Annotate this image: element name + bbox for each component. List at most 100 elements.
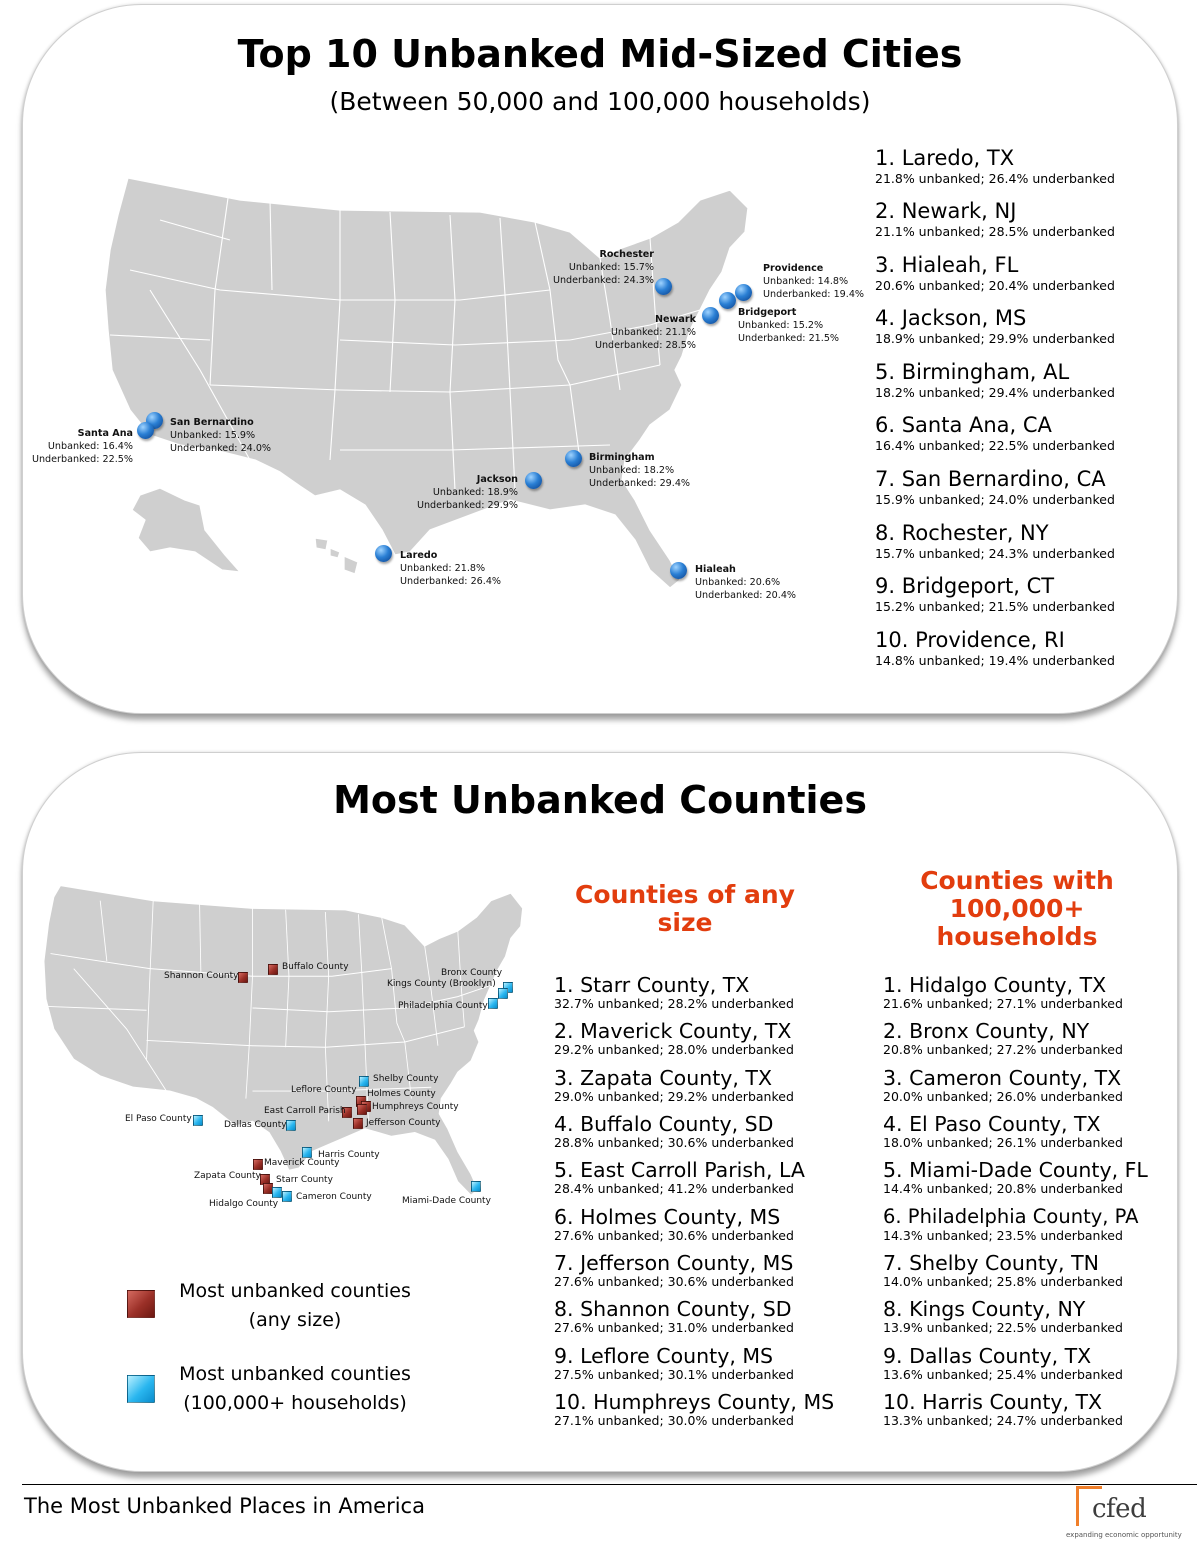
hidalgo-county-marker-icon <box>272 1187 282 1198</box>
label-el-paso: El Paso County <box>125 1114 192 1124</box>
col-heading-any-size: Counties of any size <box>575 880 795 937</box>
label-buffalo: Buffalo County <box>282 962 349 972</box>
philadelphia-county-marker-icon <box>488 998 498 1009</box>
unbanked-counties-panel <box>22 752 1178 1472</box>
map-label-newark: Newark Unbanked: 21.1% Underbanked: 28.5% <box>594 314 696 351</box>
county-large-rank-9: 9. Dallas County, TX 13.6% unbanked; 25.4… <box>883 1344 1123 1382</box>
county-large-rank-3: 3. Cameron County, TX 20.0% unbanked; 26.… <box>883 1066 1123 1104</box>
map-label-providence: Providence Unbanked: 14.8% Underbanked: 19… <box>763 263 865 300</box>
map-label-birmingham: Birmingham Unbanked: 18.2% Underbanked: 29… <box>589 452 691 489</box>
city-rank-10: 10. Providence, RI 14.8% unbanked; 19.4% … <box>875 628 1115 668</box>
dallas-county-marker-icon <box>286 1120 296 1131</box>
shannon-county-marker-icon <box>238 972 248 983</box>
bronx-county-marker-icon <box>503 982 513 993</box>
hialeah-marker-icon <box>670 562 687 579</box>
rochester-marker-icon <box>655 278 672 295</box>
city-rank-2: 2. Newark, NJ 21.1% unbanked; 28.5% under… <box>875 199 1115 239</box>
map-label-san-bernardino: San Bernardino Unbanked: 15.9% Underbanked… <box>170 417 272 454</box>
county-large-rank-4: 4. El Paso County, TX 18.0% unbanked; 26.… <box>883 1112 1123 1150</box>
jackson-marker-icon <box>525 472 542 489</box>
map-label-santa-ana: Santa Ana Unbanked: 16.4% Underbanked: 22.… <box>31 428 133 465</box>
laredo-marker-icon <box>375 545 392 562</box>
county-any-rank-6: 6. Holmes County, MS 27.6% unbanked; 30.6… <box>554 1205 794 1243</box>
cameron-county-marker-icon <box>282 1191 292 1202</box>
county-any-rank-1: 1. Starr County, TX 32.7% unbanked; 28.2%… <box>554 973 794 1011</box>
col-heading-large: Counties with 100,000+ households <box>920 866 1114 951</box>
city-rank-6: 6. Santa Ana, CA 16.4% unbanked; 22.5% un… <box>875 413 1115 453</box>
map-label-hialeah: Hialeah Unbanked: 20.6% Underbanked: 20.4% <box>695 564 797 601</box>
county-large-rank-7: 7. Shelby County, TN 14.0% unbanked; 25.8… <box>883 1251 1123 1289</box>
label-holmes: Holmes County <box>367 1089 436 1099</box>
providence-marker-icon <box>735 284 752 301</box>
label-shannon: Shannon County <box>164 971 239 981</box>
label-shelby: Shelby County <box>373 1074 439 1084</box>
county-large-rank-2: 2. Bronx County, NY 20.8% unbanked; 27.2%… <box>883 1019 1123 1057</box>
county-large-rank-1: 1. Hidalgo County, TX 21.6% unbanked; 27.… <box>883 973 1123 1011</box>
label-starr: Starr County <box>276 1175 333 1185</box>
label-east-carroll: East Carroll Parish <box>264 1106 346 1116</box>
county-any-rank-2: 2. Maverick County, TX 29.2% unbanked; 28… <box>554 1019 794 1057</box>
city-rank-3: 3. Hialeah, FL 20.6% unbanked; 20.4% unde… <box>875 253 1115 293</box>
label-kings: Kings County (Brooklyn) <box>387 979 496 989</box>
santa-ana-marker-icon <box>137 422 154 439</box>
cities-title: Top 10 Unbanked Mid-Sized Cities <box>237 32 963 76</box>
cities-subtitle: (Between 50,000 and 100,000 households) <box>329 87 871 116</box>
legend-red-label: Most unbanked counties (any size) <box>179 1280 411 1331</box>
county-any-rank-3: 3. Zapata County, TX 29.0% unbanked; 29.2… <box>554 1066 794 1104</box>
legend-red-square-icon <box>127 1290 155 1318</box>
legend-blue-label: Most unbanked counties (100,000+ househol… <box>179 1363 411 1414</box>
city-rank-4: 4. Jackson, MS 18.9% unbanked; 29.9% unde… <box>875 306 1115 346</box>
map-label-jackson: Jackson Unbanked: 18.9% Underbanked: 29.9% <box>416 474 518 511</box>
label-maverick: Maverick County <box>264 1158 340 1168</box>
city-rank-1: 1. Laredo, TX 21.8% unbanked; 26.4% under… <box>875 146 1115 186</box>
cfed-logo: cfed expanding economic opportunity <box>1066 1486 1182 1544</box>
legend-blue-square-icon <box>127 1375 155 1403</box>
county-large-rank-8: 8. Kings County, NY 13.9% unbanked; 22.5%… <box>883 1297 1123 1335</box>
newark-marker-icon <box>702 307 719 324</box>
logo-name: cfed <box>1092 1494 1147 1524</box>
shelby-county-marker-icon <box>359 1076 369 1087</box>
county-any-rank-4: 4. Buffalo County, SD 28.8% unbanked; 30.… <box>554 1112 794 1150</box>
city-rank-7: 7. San Bernardino, CA 15.9% unbanked; 24.… <box>875 467 1115 507</box>
label-bronx: Bronx County <box>441 968 503 978</box>
label-philadelphia: Philadelphia County <box>398 1001 488 1011</box>
buffalo-county-marker-icon <box>268 964 278 975</box>
county-any-rank-8: 8. Shannon County, SD 27.6% unbanked; 31.… <box>554 1297 794 1335</box>
map-label-rochester: Rochester Unbanked: 15.7% Underbanked: 24.… <box>552 249 654 286</box>
bridgeport-marker-icon <box>719 292 736 309</box>
harris-county-marker-icon <box>302 1147 312 1158</box>
footer-title: The Most Unbanked Places in America <box>24 1494 425 1518</box>
county-any-rank-5: 5. East Carroll Parish, LA 28.4% unbanked… <box>554 1158 805 1196</box>
label-miami-dade: Miami-Dade County <box>402 1196 491 1206</box>
county-large-rank-5: 5. Miami-Dade County, FL 14.4% unbanked; … <box>883 1158 1148 1196</box>
label-humphreys: Humphreys County <box>372 1102 459 1112</box>
miami-dade-county-marker-icon <box>471 1181 481 1192</box>
label-dallas: Dallas County <box>224 1120 287 1130</box>
kings-county-marker-icon <box>498 988 508 999</box>
label-leflore: Leflore County <box>291 1085 357 1095</box>
county-large-rank-6: 6. Philadelphia County, PA 14.3% unbanked… <box>883 1205 1139 1243</box>
county-any-rank-7: 7. Jefferson County, MS 27.6% unbanked; 3… <box>554 1251 794 1289</box>
label-zapata: Zapata County <box>194 1171 261 1181</box>
city-rank-8: 8. Rochester, NY 15.7% unbanked; 24.3% un… <box>875 521 1115 561</box>
counties-title: Most Unbanked Counties <box>333 778 867 822</box>
label-jefferson: Jefferson County <box>366 1118 441 1128</box>
jefferson-county-marker-icon <box>353 1118 363 1129</box>
logo-bracket-icon <box>1076 1486 1102 1526</box>
city-rank-5: 5. Birmingham, AL 18.2% unbanked; 29.4% u… <box>875 360 1115 400</box>
map-label-bridgeport: Bridgeport Unbanked: 15.2% Underbanked: 21… <box>738 307 840 344</box>
footer-divider <box>22 1484 1197 1485</box>
logo-tagline: expanding economic opportunity <box>1066 1531 1182 1539</box>
us-map-cities <box>104 177 749 589</box>
map-label-laredo: Laredo Unbanked: 21.8% Underbanked: 26.4% <box>400 550 502 587</box>
county-any-rank-9: 9. Leflore County, MS 27.5% unbanked; 30.… <box>554 1344 794 1382</box>
maverick-county-marker-icon <box>253 1159 263 1170</box>
label-cameron: Cameron County <box>296 1192 372 1202</box>
city-rank-9: 9. Bridgeport, CT 15.2% unbanked; 21.5% u… <box>875 574 1115 614</box>
label-hidalgo: Hidalgo County <box>209 1199 279 1209</box>
county-large-rank-10: 10. Harris County, TX 13.3% unbanked; 24.… <box>883 1390 1123 1428</box>
label-harris: Harris County <box>318 1150 380 1160</box>
county-any-rank-10: 10. Humphreys County, MS 27.1% unbanked; … <box>554 1390 835 1428</box>
humphreys-county-marker-icon <box>357 1104 367 1115</box>
east-carroll-marker-icon <box>342 1107 352 1118</box>
